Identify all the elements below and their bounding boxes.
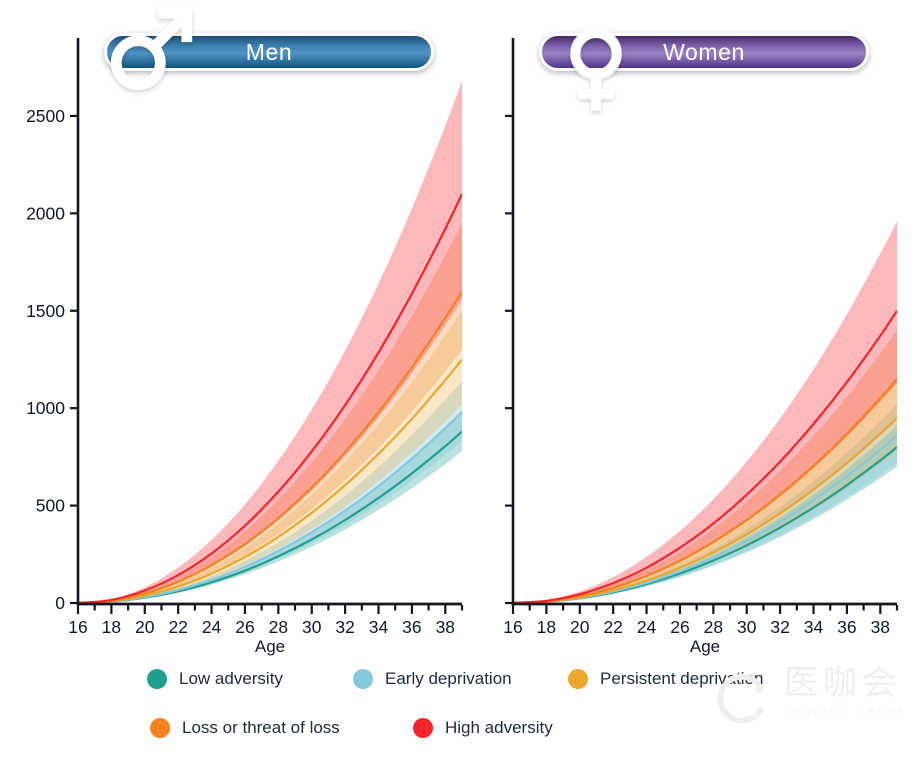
svg-text:32: 32 <box>770 617 789 637</box>
svg-text:Age: Age <box>255 637 285 656</box>
watermark-logo-icon <box>717 673 764 724</box>
svg-text:32: 32 <box>335 617 354 637</box>
svg-text:24: 24 <box>637 617 657 637</box>
watermark: 医咖会 MEDIECO GROUP <box>712 664 907 734</box>
legend-item-high-adversity: High adversity <box>413 718 553 738</box>
legend-label: Low adversity <box>179 669 283 688</box>
svg-text:22: 22 <box>603 617 622 637</box>
female-icon <box>570 28 622 111</box>
legend-item-persistent-deprivation: Persistent deprivation <box>568 669 763 689</box>
svg-text:36: 36 <box>837 617 856 637</box>
watermark-subtext: MEDIECO GROUP <box>784 706 908 717</box>
legend-label: High adversity <box>445 718 553 737</box>
svg-text:28: 28 <box>269 617 288 637</box>
dual-line-chart: 0 500 1000 1500 2000 2500 16 18 20 22 24 26 28 30 32 34… <box>26 38 899 656</box>
svg-text:22: 22 <box>168 617 187 637</box>
legend-dot-low-adversity <box>147 669 167 689</box>
svg-text:20: 20 <box>135 617 155 637</box>
svg-text:34: 34 <box>369 617 389 637</box>
svg-text:38: 38 <box>871 617 890 637</box>
watermark-text: 医咖会 <box>784 664 901 702</box>
svg-text:30: 30 <box>302 617 322 637</box>
legend-dot-early-deprivation <box>353 669 373 689</box>
legend-item-loss-or-threat: Loss or threat of loss <box>150 718 340 738</box>
panel-title-women: Women <box>663 38 745 65</box>
legend-label: Early deprivation <box>385 669 512 688</box>
svg-text:26: 26 <box>235 617 254 637</box>
svg-text:18: 18 <box>102 617 121 637</box>
legend-dot-loss-or-threat <box>150 718 170 738</box>
svg-text:36: 36 <box>402 617 421 637</box>
svg-text:30: 30 <box>737 617 757 637</box>
svg-text:1000: 1000 <box>26 398 65 418</box>
svg-text:18: 18 <box>537 617 556 637</box>
panel-header-men: Men <box>104 7 434 91</box>
legend-label: Persistent deprivation <box>600 669 764 688</box>
legend-item-early-deprivation: Early deprivation <box>353 669 512 689</box>
svg-text:16: 16 <box>503 617 522 637</box>
male-icon <box>110 7 193 91</box>
svg-text:28: 28 <box>704 617 723 637</box>
svg-text:26: 26 <box>670 617 689 637</box>
svg-text:2500: 2500 <box>26 106 65 126</box>
svg-text:34: 34 <box>804 617 824 637</box>
svg-text:1500: 1500 <box>26 301 65 321</box>
svg-text:38: 38 <box>436 617 455 637</box>
svg-text:24: 24 <box>202 617 222 637</box>
panel-header-women: Women <box>539 28 869 111</box>
legend-label: Loss or threat of loss <box>182 718 340 737</box>
svg-text:Age: Age <box>690 637 720 656</box>
legend-item-low-adversity: Low adversity <box>147 669 283 689</box>
svg-text:20: 20 <box>570 617 590 637</box>
svg-text:0: 0 <box>55 593 65 613</box>
legend-dot-high-adversity <box>413 718 433 738</box>
svg-text:500: 500 <box>36 496 65 516</box>
svg-text:16: 16 <box>68 617 87 637</box>
svg-text:2000: 2000 <box>26 203 65 223</box>
legend-dot-persistent-deprivation <box>568 669 588 689</box>
panel-title-men: Men <box>245 38 293 65</box>
